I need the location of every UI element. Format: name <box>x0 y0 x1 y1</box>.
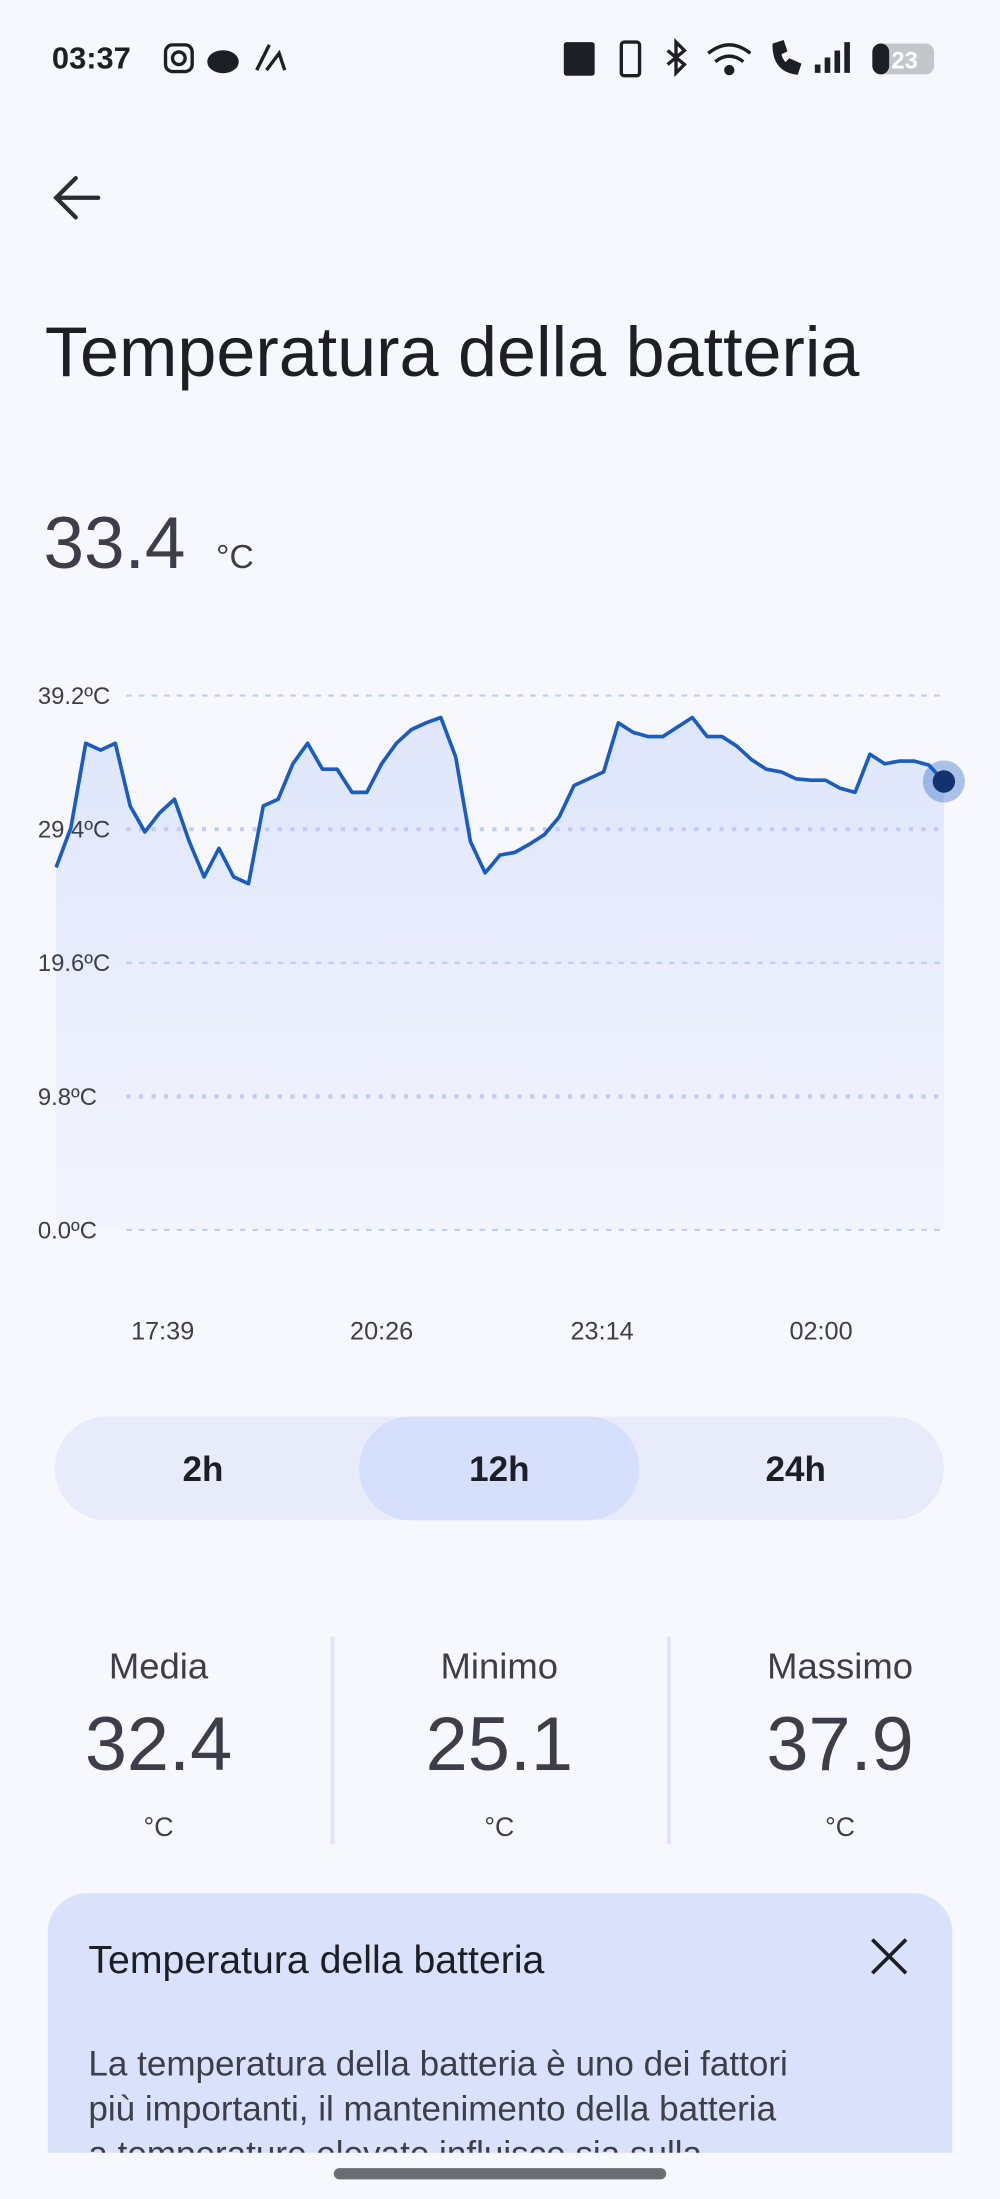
battery-level <box>872 43 890 75</box>
tab-label[interactable]: 2h <box>182 1450 223 1489</box>
stat-label: Minimo <box>441 1646 558 1687</box>
current-value: 33.4 <box>44 503 186 584</box>
line <box>54 715 946 886</box>
area <box>56 717 944 1230</box>
stat-label: Massimo <box>767 1646 913 1687</box>
x-tick-label: 02:00 <box>789 1317 852 1345</box>
stat-unit: °C <box>144 1812 174 1842</box>
x-tick-label: 20:26 <box>350 1317 413 1345</box>
tab-selected <box>359 1416 640 1521</box>
stat-value: 32.4 <box>85 1702 232 1787</box>
tab-label[interactable]: 24h <box>765 1450 825 1489</box>
stat-unit: °C <box>825 1812 855 1842</box>
card-text: più importanti, il mantenimento della ba… <box>88 2089 776 2128</box>
stat-label: Media <box>109 1646 209 1687</box>
close-button[interactable] <box>871 1938 908 1975</box>
y-tick-label: 19.6ºC <box>38 950 110 977</box>
range-tabs: 2h 12h 24h <box>54 1416 944 1521</box>
y-tick-label: 39.2ºC <box>38 683 110 710</box>
stat-value: 25.1 <box>426 1702 573 1787</box>
battery-text: 23 <box>891 48 918 75</box>
y-tick-label: 9.8ºC <box>38 1084 97 1111</box>
status-time: 03:37 <box>52 41 131 76</box>
card-bg <box>47 1893 953 2153</box>
current-unit: °C <box>216 539 254 576</box>
stats: Media 32.4 °C Minimo 25.1 °C Massimo 37.9 °C <box>85 1636 914 1845</box>
y-tick-label: 29.4ºC <box>38 817 110 844</box>
stat-unit: °C <box>484 1812 514 1842</box>
chart: 0.0ºC 9.8ºC 19.6ºC 29.4ºC 39.2ºC 17:39 20:26 23… <box>38 683 965 1345</box>
y-tick-label: 0.0ºC <box>38 1217 97 1244</box>
page-title: Temperatura della batteria <box>45 313 860 391</box>
end-point <box>932 770 956 793</box>
tab-label[interactable]: 12h <box>469 1450 529 1489</box>
nav-handle <box>333 2168 667 2180</box>
card-text: a temperature elevate influisce sia sull… <box>88 2134 702 2173</box>
stat-value: 37.9 <box>766 1702 913 1787</box>
x-tick-label: 17:39 <box>131 1317 194 1345</box>
back-button[interactable] <box>53 176 101 220</box>
card-title: Temperatura della batteria <box>88 1938 544 1982</box>
status-icons <box>163 38 850 78</box>
x-tick-label: 23:14 <box>571 1317 634 1345</box>
info-card: Temperatura della batteria La temperatur… <box>47 1893 953 2173</box>
card-text: La temperatura della batteria è uno dei … <box>88 2045 787 2084</box>
